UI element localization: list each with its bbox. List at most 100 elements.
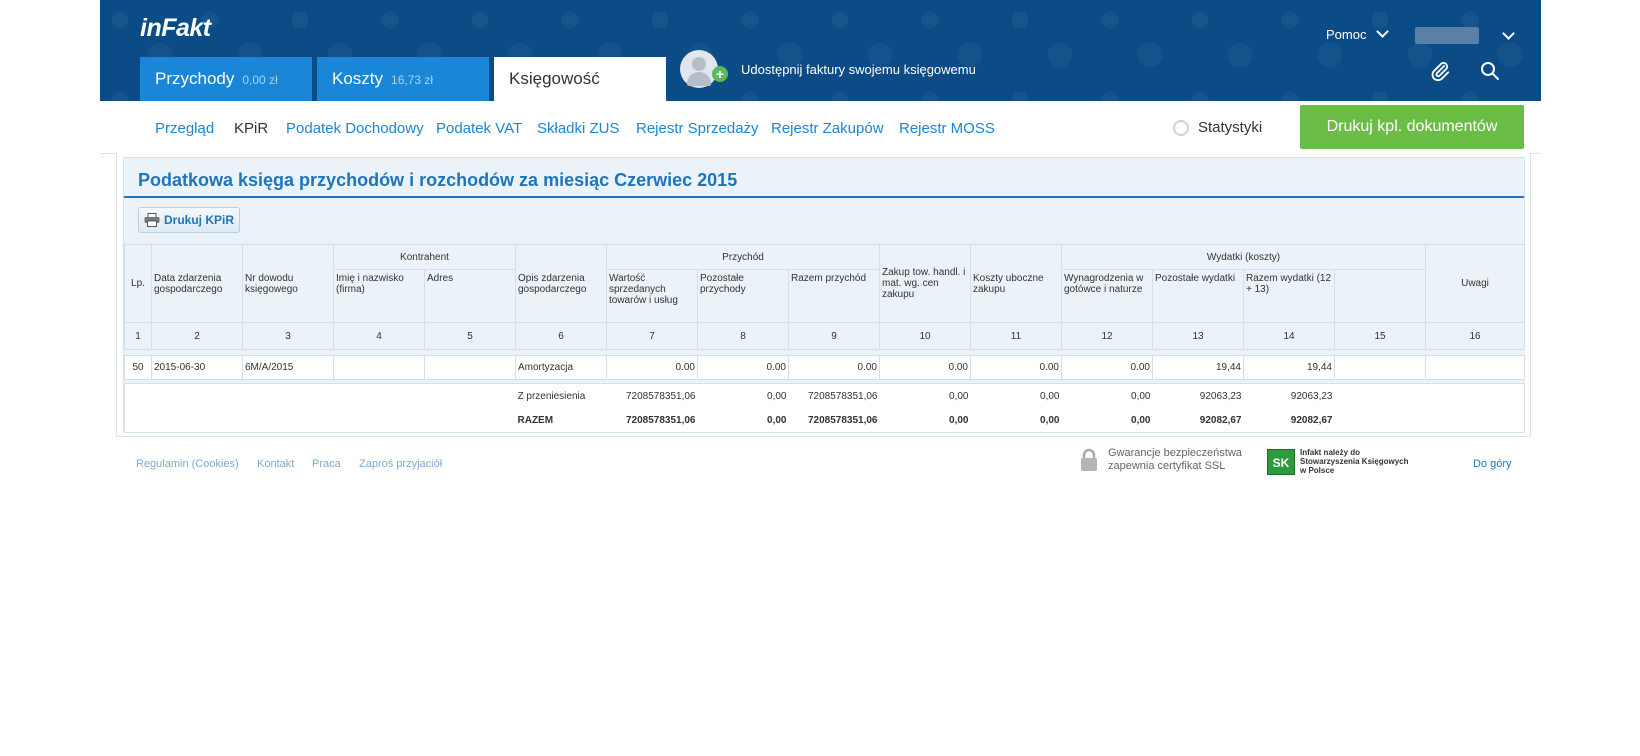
print-kpir-label: Drukuj KPiR	[164, 213, 235, 227]
header-data: Data zdarzenia gospodarczego	[151, 244, 243, 323]
tab-ksiegowosc[interactable]: Księgowość	[494, 57, 666, 101]
nav-przeglad[interactable]: Przegląd	[155, 120, 215, 137]
header-adres: Adres	[424, 269, 516, 323]
title-divider	[124, 196, 1524, 198]
nav-skladki-zus[interactable]: Składki ZUS	[537, 120, 620, 137]
header-przychod: Przychód	[606, 244, 880, 270]
total-c12: 0,00	[1061, 408, 1153, 433]
tab-przychody-amount: 0,00 zł	[242, 73, 278, 87]
footer-link-zapros[interactable]: Zaproś przyjaciół	[359, 458, 443, 470]
total-c8: 0,00	[697, 408, 789, 433]
share-with-accountant[interactable]: + Udostępnij faktury swojemu księgowemu	[680, 50, 976, 88]
carry-over-c11: 0,00	[970, 383, 1062, 408]
sub-navigation: Przegląd KPiR Podatek Dochodowy Podatek …	[100, 101, 1541, 154]
nav-rejestr-zakupow[interactable]: Rejestr Zakupów	[771, 120, 884, 137]
col-number: 3	[242, 322, 334, 350]
statistics-link[interactable]: Statystyki	[1173, 119, 1262, 136]
total-c9: 7208578351,06	[788, 408, 880, 433]
col-number: 10	[879, 322, 971, 350]
cell-zakup: 0.00	[879, 355, 971, 380]
total-c11: 0,00	[970, 408, 1062, 433]
header-imie: Imię i nazwisko (firma)	[333, 269, 425, 323]
skwp-text-line2: Stowarzyszenia Księgowych	[1300, 457, 1409, 466]
print-documents-button[interactable]: Drukuj kpl. dokumentów	[1300, 105, 1524, 149]
printer-icon	[144, 213, 160, 227]
print-kpir-button[interactable]: Drukuj KPiR	[138, 207, 240, 233]
table-row[interactable]: 50 2015-06-30 6M/A/2015 Amortyzacja 0.00…	[124, 355, 1526, 380]
footer-link-regulamin[interactable]: Regulamin (Cookies)	[136, 458, 239, 470]
nav-podatek-vat[interactable]: Podatek VAT	[436, 120, 523, 137]
header-razem-przychod: Razem przychód	[788, 269, 880, 323]
col-number: 9	[788, 322, 880, 350]
total-row: RAZEM 7208578351,06 0,00 7208578351,06 0…	[124, 408, 1526, 433]
cell-razem-wydatki: 19,44	[1243, 355, 1335, 380]
skwp-logo-icon: SK	[1267, 448, 1295, 475]
col-number: 5	[424, 322, 516, 350]
header-opis: Opis zdarzenia gospodarczego	[515, 244, 607, 323]
cell-razem-przychod: 0.00	[788, 355, 880, 380]
header-pozostale-wydatki: Pozostałe wydatki	[1152, 269, 1244, 323]
paperclip-icon[interactable]	[1429, 60, 1451, 82]
col-number: 16	[1425, 322, 1526, 350]
cell-wynagrodzenia: 0.00	[1061, 355, 1153, 380]
cell-nr: 6M/A/2015	[242, 355, 334, 380]
col-number: 6	[515, 322, 607, 350]
tab-przychody-label: Przychody	[155, 69, 235, 88]
lock-icon	[1081, 448, 1097, 471]
total-c13: 92082,67	[1152, 408, 1244, 433]
skwp-text-line3: w Polsce	[1300, 466, 1335, 475]
search-icon[interactable]	[1480, 61, 1500, 81]
nav-kpir[interactable]: KPiR	[234, 120, 269, 137]
tab-ksiegowosc-label: Księgowość	[509, 69, 600, 88]
carry-over-c8: 0,00	[697, 383, 789, 408]
footer-link-praca[interactable]: Praca	[312, 458, 341, 470]
skwp-badge[interactable]: SK Infakt należy do Stowarzyszenia Księg…	[1267, 448, 1408, 475]
total-c7: 7208578351,06	[606, 408, 698, 433]
footer-link-kontakt[interactable]: Kontakt	[257, 458, 295, 470]
kpir-table: Lp. Data zdarzenia gospodarczego Nr dowo…	[124, 244, 1526, 433]
cell-koszty-uboczne: 0.00	[970, 355, 1062, 380]
col-number: 1	[124, 322, 152, 350]
carry-over-c13: 92063,23	[1152, 383, 1244, 408]
user-account-menu[interactable]	[1415, 27, 1479, 44]
header-lp: Lp.	[124, 244, 152, 323]
tab-koszty-label: Koszty	[332, 69, 384, 88]
chevron-down-icon	[1376, 25, 1390, 38]
nav-podatek-dochodowy[interactable]: Podatek Dochodowy	[286, 120, 424, 137]
header-wartosc: Wartość sprzedanych towarów i usług	[606, 269, 698, 323]
plus-icon: +	[712, 66, 728, 82]
col-number: 12	[1061, 322, 1153, 350]
ssl-text-line2: zapewnia certyfikat SSL	[1108, 460, 1226, 472]
header-uwagi: Uwagi	[1425, 244, 1526, 323]
cell-data: 2015-06-30	[151, 355, 243, 380]
header-col-15	[1333, 269, 1427, 323]
header-zakup: Zakup tow. handl. i mat. wg. cen zakupu	[879, 244, 971, 323]
header-wydatki: Wydatki (koszty)	[1060, 244, 1427, 270]
help-menu[interactable]: Pomoc	[1326, 25, 1390, 42]
infakt-logo[interactable]: inFakt	[140, 14, 211, 42]
total-c10: 0,00	[879, 408, 971, 433]
cell-col-15	[1333, 355, 1427, 380]
tab-koszty[interactable]: Koszty 16,73 zł	[317, 57, 489, 101]
header-pozostale-przychody: Pozostałe przychody	[697, 269, 789, 323]
col-number: 2	[151, 322, 243, 350]
carry-over-c12: 0,00	[1061, 383, 1153, 408]
carry-over-row: Z przeniesienia 7208578351,06 0,00 72085…	[124, 383, 1526, 408]
tab-przychody[interactable]: Przychody 0,00 zł	[140, 57, 312, 101]
share-text: Udostępnij faktury swojemu księgowemu	[741, 61, 976, 77]
pie-chart-icon	[1173, 119, 1189, 136]
col-number: 8	[697, 322, 789, 350]
kpir-panel: Podatkowa księga przychodów i rozchodów …	[116, 153, 1531, 437]
cell-wartosc: 0.00	[606, 355, 698, 380]
nav-rejestr-moss[interactable]: Rejestr MOSS	[899, 120, 995, 137]
cell-imie	[333, 355, 425, 380]
carry-over-c9: 7208578351,06	[788, 383, 880, 408]
carry-over-c14: 92063,23	[1243, 383, 1335, 408]
back-to-top-link[interactable]: Do góry	[1473, 458, 1512, 470]
carry-over-label: Z przeniesienia	[515, 383, 607, 408]
top-header: inFakt Przychody 0,00 zł Koszty 16,73 zł K…	[100, 0, 1541, 101]
col-number: 7	[606, 322, 698, 350]
nav-rejestr-sprzedazy[interactable]: Rejestr Sprzedaży	[636, 120, 759, 137]
cell-adres	[424, 355, 516, 380]
user-chevron-down-icon[interactable]	[1502, 27, 1515, 40]
